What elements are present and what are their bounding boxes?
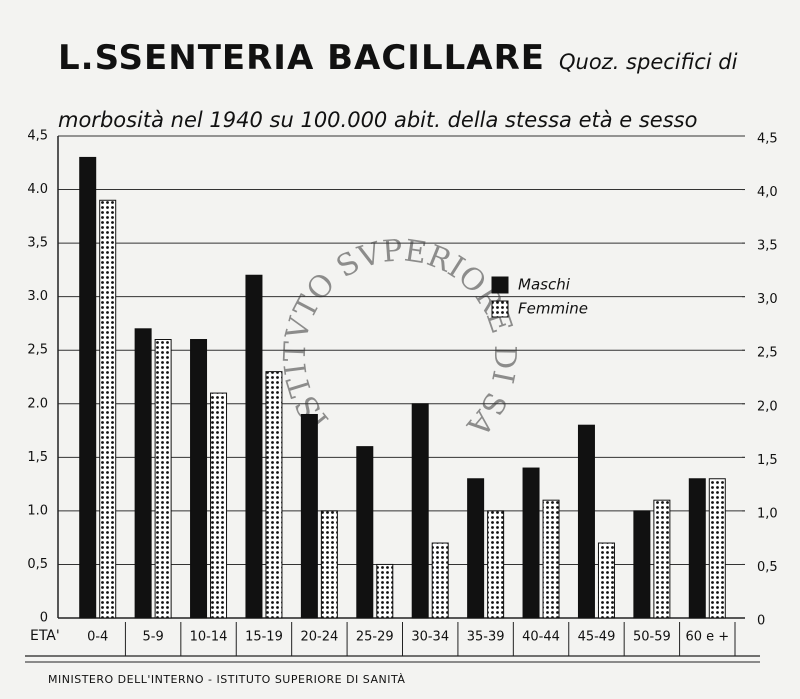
bar [411,403,429,619]
legend-label: Femmine [518,300,588,318]
y2-tick-label: 0 [757,614,765,629]
bar [653,499,671,619]
y-tick-label: 4,5 [27,129,48,144]
x-tick-label: 10-14 [190,630,228,645]
bar [542,499,560,619]
x-tick-label: 45-49 [578,630,616,645]
y-tick-label: 2.0 [27,396,48,411]
y-tick-label: 4.0 [27,182,48,197]
legend-swatch [491,300,509,318]
chart-subtitle: Quoz. specifici di morbosità nel 1940 su… [58,50,738,132]
y-tick-label: 1,5 [27,450,48,465]
legend-label: Maschi [518,276,571,294]
bar [577,424,595,619]
y2-tick-label: 3,0 [757,292,778,307]
bar [431,542,449,619]
bar [597,542,615,619]
bar [245,274,263,619]
bar [210,392,228,619]
bar [356,446,374,619]
bar [154,339,172,619]
x-tick-label: 30-34 [411,630,449,645]
y-tick-label: 3,5 [27,236,48,251]
bar [79,156,97,619]
y2-tick-label: 4,0 [757,185,778,200]
y2-tick-label: 1,0 [757,506,778,521]
bar [376,563,394,619]
header: L.SSENTERIA BACILLARE Quoz. specifici di … [58,30,758,150]
x-tick-label: 40-44 [522,630,560,645]
y2-tick-label: 4,5 [757,132,778,147]
bar [688,478,706,619]
x-tick-label: 15-19 [245,630,283,645]
y-tick-label: 0 [40,611,48,626]
x-tick-label: 50-59 [633,630,671,645]
x-tick-label: 60 e + [685,630,729,645]
footer: MINISTERO DELL'INTERNO - ISTITUTO SUPERI… [48,673,405,686]
y2-tick-label: 3,5 [757,239,778,254]
bar [190,339,208,619]
bar [300,413,318,619]
chart-title: L.SSENTERIA BACILLARE [58,38,545,78]
x-tick-label: 25-29 [356,630,394,645]
bar [633,510,651,619]
y-tick-label: 0,5 [27,557,48,572]
y-tick-label: 3.0 [27,289,48,304]
y2-tick-label: 2,0 [757,399,778,414]
bar [487,510,505,619]
x-axis-label: ETA' [30,628,60,644]
y2-tick-label: 2,5 [757,346,778,361]
x-tick-label: 5-9 [143,630,164,645]
y2-tick-label: 1,5 [757,453,778,468]
y2-tick-label: 0,5 [757,560,778,575]
bar [708,478,726,619]
y-tick-label: 1.0 [27,503,48,518]
x-tick-label: 0-4 [87,630,108,645]
bar [320,510,338,619]
legend-swatch [491,276,509,294]
y-tick-label: 2,5 [27,343,48,358]
bar [467,478,485,619]
x-tick-label: 35-39 [467,630,505,645]
bar [134,328,152,619]
bar [522,467,540,619]
bar [265,371,283,619]
x-tick-label: 20-24 [300,630,338,645]
bar [99,199,117,619]
